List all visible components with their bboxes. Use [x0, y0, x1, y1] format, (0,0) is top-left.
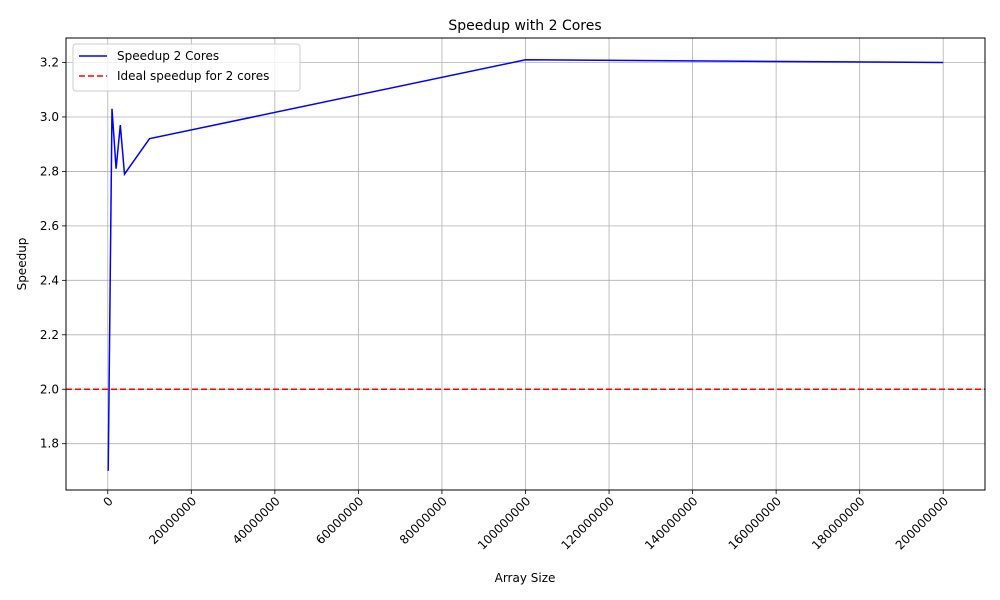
x-tick-label: 120000000 [559, 494, 617, 552]
x-tick-label: 200000000 [893, 494, 951, 552]
y-tick-label: 2.4 [40, 273, 59, 287]
y-tick-label: 3.2 [40, 56, 59, 70]
x-tick-label: 60000000 [313, 494, 366, 547]
y-tick-label: 2.2 [40, 328, 59, 342]
x-tick-label: 0 [100, 494, 115, 509]
x-axis-label: Array Size [495, 571, 556, 585]
x-tick-label: 20000000 [146, 494, 199, 547]
y-axis-label: Speedup [15, 238, 29, 291]
grid [66, 38, 985, 490]
series-lines [107, 59, 944, 471]
x-tick-label: 140000000 [642, 494, 700, 552]
speedup-series-line [107, 59, 944, 471]
legend-entry-label: Ideal speedup for 2 cores [117, 69, 269, 83]
legend-entry-label: Speedup 2 Cores [117, 49, 219, 63]
y-tick-label: 2.6 [40, 219, 59, 233]
x-tick-label: 160000000 [726, 494, 784, 552]
y-tick-label: 3.0 [40, 110, 59, 124]
y-tick-label: 1.8 [40, 437, 59, 451]
chart-title: Speedup with 2 Cores [448, 18, 601, 34]
x-tick-label: 40000000 [230, 494, 283, 547]
x-tick-label: 180000000 [809, 494, 867, 552]
x-tick-label: 80000000 [397, 494, 450, 547]
x-axis-ticks: 0 20000000 40000000 60000000 80000000 1000000… [100, 490, 951, 553]
legend: Speedup 2 Cores Ideal speedup for 2 cores [72, 43, 301, 92]
x-tick-label: 100000000 [475, 494, 533, 552]
y-tick-label: 2.8 [40, 164, 59, 178]
y-axis-ticks: 1.8 2.0 2.2 2.4 2.6 2.8 3.0 3.2 [40, 56, 66, 451]
legend-box [72, 43, 301, 92]
y-tick-label: 2.0 [40, 382, 59, 396]
